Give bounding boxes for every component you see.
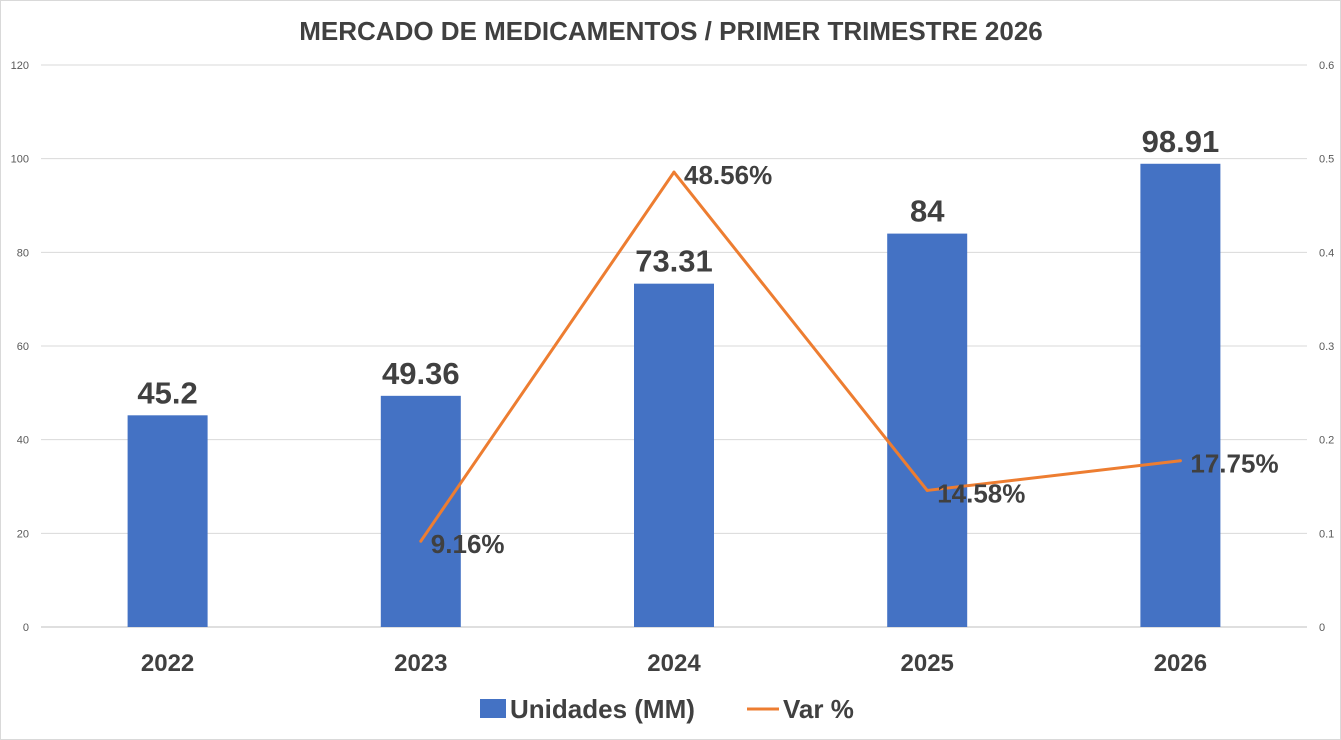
left-tick-label: 80	[17, 247, 29, 259]
category-label: 2023	[394, 650, 447, 677]
chart-title: MERCADO DE MEDICAMENTOS / PRIMER TRIMEST…	[299, 16, 1043, 46]
line-data-labels: 9.16% 48.56% 14.58% 17.75%	[431, 160, 1279, 559]
bar	[887, 233, 968, 627]
line-value-label: 14.58%	[937, 478, 1025, 508]
line-point	[419, 539, 423, 543]
x-axis-categories: 2022 2023 2024 2025 2026	[141, 650, 1207, 677]
bar	[127, 415, 208, 627]
legend-label-line: Var %	[783, 694, 854, 724]
right-tick-label: 0.2	[1319, 435, 1334, 447]
line-point	[672, 170, 676, 174]
bar-value-label: 49.36	[382, 356, 460, 391]
line-series	[419, 170, 1182, 543]
right-tick-label: 0.6	[1319, 60, 1334, 72]
left-tick-label: 20	[17, 528, 29, 540]
left-tick-label: 40	[17, 435, 29, 447]
right-tick-label: 0.3	[1319, 341, 1334, 353]
right-axis-ticks: 0 0.1 0.2 0.3 0.4 0.5 0.6	[1319, 60, 1334, 634]
var-line	[419, 170, 1181, 543]
left-tick-label: 120	[11, 60, 29, 72]
bar	[634, 283, 714, 627]
bar-series	[127, 163, 1221, 628]
bar-value-label: 45.2	[137, 375, 197, 410]
category-label: 2022	[141, 650, 194, 677]
bar	[380, 395, 461, 627]
bar-value-label: 98.91	[1142, 124, 1220, 159]
bar-value-label: 84	[910, 194, 945, 229]
legend-label-bar: Unidades (MM)	[510, 694, 695, 724]
line-value-label: 9.16%	[431, 529, 505, 559]
legend: Unidades (MM) Var %	[480, 694, 854, 724]
category-label: 2024	[647, 650, 701, 677]
right-tick-label: 0.1	[1319, 528, 1334, 540]
right-tick-label: 0.5	[1319, 154, 1334, 166]
left-axis-ticks: 0 20 40 60 80 100 120	[11, 60, 29, 634]
category-label: 2025	[901, 650, 954, 677]
line-point	[925, 488, 929, 492]
category-label: 2026	[1154, 650, 1207, 677]
line-value-label: 48.56%	[684, 160, 772, 190]
right-tick-label: 0	[1319, 622, 1325, 634]
legend-swatch-bar	[480, 699, 506, 718]
line-point	[1178, 459, 1182, 463]
line-value-label: 17.75%	[1190, 449, 1278, 479]
bar-data-labels: 45.2 49.36 73.31 84 98.91	[137, 124, 1219, 411]
left-tick-label: 0	[23, 622, 29, 634]
left-tick-label: 100	[11, 154, 29, 166]
left-tick-label: 60	[17, 341, 29, 353]
bar	[1140, 163, 1221, 628]
right-tick-label: 0.4	[1319, 247, 1334, 259]
bar-value-label: 73.31	[635, 244, 713, 279]
